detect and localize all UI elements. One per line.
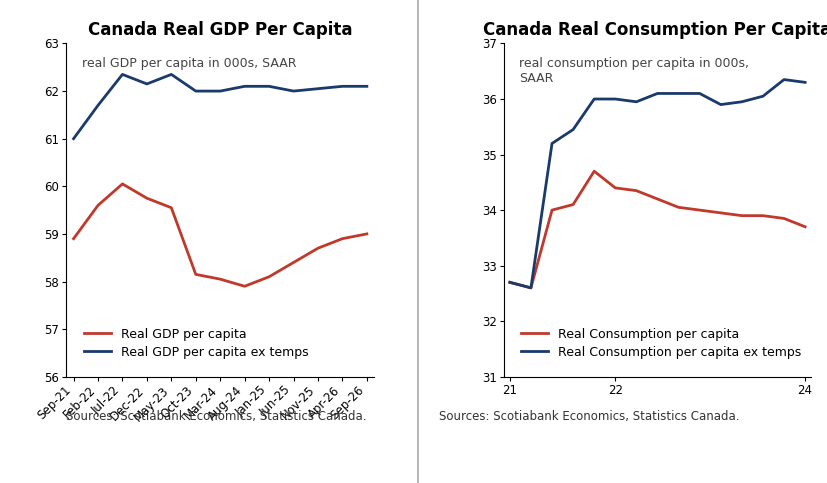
Real Consumption per capita ex temps: [504, 279, 514, 285]
Real Consumption per capita: [694, 207, 704, 213]
Title: Canada Real Consumption Per Capita: Canada Real Consumption Per Capita: [483, 21, 827, 39]
Real GDP per capita ex temps: [166, 71, 176, 77]
Title: Canada Real GDP Per Capita: Canada Real GDP Per Capita: [88, 21, 352, 39]
Real GDP per capita: [239, 284, 249, 289]
Real GDP per capita ex temps: [190, 88, 200, 94]
Real Consumption per capita: [736, 213, 746, 218]
Real Consumption per capita: [589, 168, 599, 174]
Real GDP per capita: [166, 205, 176, 211]
Real GDP per capita: [93, 202, 103, 208]
Real Consumption per capita: [799, 224, 809, 229]
Real GDP per capita ex temps: [93, 102, 103, 108]
Real GDP per capita: [313, 245, 323, 251]
Real GDP per capita ex temps: [141, 81, 151, 87]
Real GDP per capita: [264, 274, 274, 280]
Real Consumption per capita ex temps: [525, 285, 535, 291]
Real Consumption per capita ex temps: [589, 96, 599, 102]
Real Consumption per capita: [715, 210, 724, 216]
Real Consumption per capita: [757, 213, 767, 218]
Real GDP per capita: [337, 236, 347, 242]
Real Consumption per capita ex temps: [547, 141, 557, 146]
Real Consumption per capita ex temps: [673, 90, 683, 96]
Real Consumption per capita ex temps: [757, 93, 767, 99]
Real Consumption per capita ex temps: [631, 99, 641, 105]
Text: Sources: Scotiabank Economics, Statistics Canada.: Sources: Scotiabank Economics, Statistic…: [438, 410, 739, 423]
Real GDP per capita ex temps: [215, 88, 225, 94]
Real GDP per capita ex temps: [239, 84, 249, 89]
Real GDP per capita ex temps: [264, 84, 274, 89]
Real GDP per capita ex temps: [337, 84, 347, 89]
Text: real GDP per capita in 000s, SAAR: real GDP per capita in 000s, SAAR: [82, 57, 296, 70]
Real GDP per capita ex temps: [69, 136, 79, 142]
Real Consumption per capita ex temps: [652, 90, 662, 96]
Real Consumption per capita: [567, 201, 577, 207]
Text: real consumption per capita in 000s,
SAAR: real consumption per capita in 000s, SAA…: [519, 57, 748, 85]
Real Consumption per capita: [504, 279, 514, 285]
Legend: Real GDP per capita, Real GDP per capita ex temps: Real GDP per capita, Real GDP per capita…: [79, 323, 313, 364]
Real Consumption per capita ex temps: [736, 99, 746, 105]
Real Consumption per capita ex temps: [567, 127, 577, 132]
Real Consumption per capita ex temps: [799, 79, 809, 85]
Line: Real Consumption per capita ex temps: Real Consumption per capita ex temps: [509, 80, 804, 288]
Real Consumption per capita ex temps: [694, 90, 704, 96]
Real Consumption per capita ex temps: [778, 77, 788, 83]
Real GDP per capita ex temps: [288, 88, 298, 94]
Real GDP per capita: [190, 271, 200, 277]
Legend: Real Consumption per capita, Real Consumption per capita ex temps: Real Consumption per capita, Real Consum…: [515, 323, 805, 364]
Real Consumption per capita: [631, 188, 641, 194]
Line: Real GDP per capita: Real GDP per capita: [74, 184, 366, 286]
Text: Sources: Scotiabank Economics, Statistics Canada.: Sources: Scotiabank Economics, Statistic…: [66, 410, 366, 423]
Real GDP per capita: [69, 236, 79, 242]
Real GDP per capita: [361, 231, 371, 237]
Real GDP per capita ex temps: [361, 84, 371, 89]
Real GDP per capita ex temps: [117, 71, 127, 77]
Real Consumption per capita: [673, 204, 683, 210]
Real GDP per capita: [141, 195, 151, 201]
Line: Real Consumption per capita: Real Consumption per capita: [509, 171, 804, 288]
Real GDP per capita: [288, 259, 298, 265]
Real Consumption per capita: [652, 196, 662, 202]
Real Consumption per capita ex temps: [609, 96, 619, 102]
Real GDP per capita: [117, 181, 127, 187]
Real Consumption per capita: [547, 207, 557, 213]
Real GDP per capita ex temps: [313, 86, 323, 92]
Line: Real GDP per capita ex temps: Real GDP per capita ex temps: [74, 74, 366, 139]
Real Consumption per capita: [525, 285, 535, 291]
Real Consumption per capita: [609, 185, 619, 191]
Real Consumption per capita ex temps: [715, 102, 724, 108]
Real GDP per capita: [215, 276, 225, 282]
Real Consumption per capita: [778, 215, 788, 221]
